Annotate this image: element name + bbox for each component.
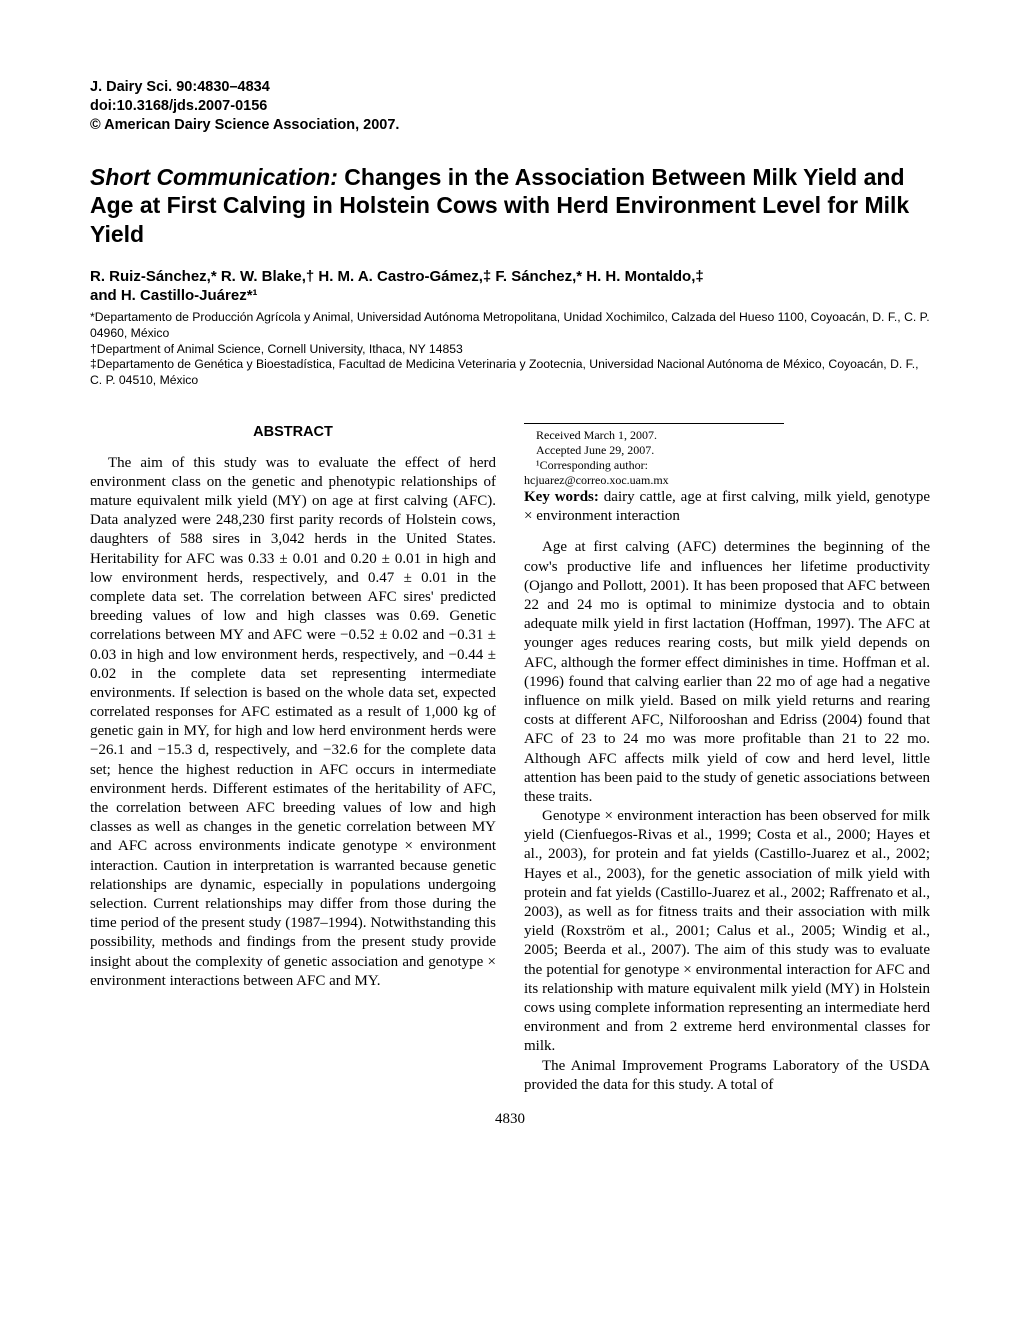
- body-paragraph-2: Genotype × environment interaction has b…: [524, 807, 930, 1056]
- page-number: 4830: [90, 1111, 930, 1128]
- article-title: Short Communication: Changes in the Asso…: [90, 163, 930, 249]
- abstract-paragraph: The aim of this study was to evaluate th…: [90, 454, 496, 991]
- body-columns: ABSTRACT The aim of this study was to ev…: [90, 423, 930, 1095]
- footnote-received: Received March 1, 2007.: [524, 428, 784, 443]
- body-paragraph-1: Age at first calving (AFC) determines th…: [524, 538, 930, 807]
- abstract-heading: ABSTRACT: [90, 423, 496, 442]
- affiliation-1: *Departamento de Producción Agrícola y A…: [90, 310, 930, 342]
- footnote-corresponding: ¹Corresponding author: hcjuarez@correo.x…: [524, 458, 784, 488]
- authors-line-2: and H. Castillo-Juárez*¹: [90, 286, 930, 306]
- keywords-label: Key words:: [524, 489, 599, 505]
- journal-doi: doi:10.3168/jds.2007-0156: [90, 97, 930, 116]
- affiliation-2: †Department of Animal Science, Cornell U…: [90, 342, 930, 358]
- keywords: Key words: dairy cattle, age at first ca…: [524, 488, 930, 526]
- affiliation-3: ‡Departamento de Genética y Bioestadísti…: [90, 357, 930, 389]
- journal-meta: J. Dairy Sci. 90:4830–4834 doi:10.3168/j…: [90, 78, 930, 135]
- authors-line-1: R. Ruiz-Sánchez,* R. W. Blake,† H. M. A.…: [90, 267, 930, 287]
- column-spacer: [90, 991, 496, 1043]
- footnotes: Received March 1, 2007. Accepted June 29…: [524, 423, 784, 488]
- journal-copyright: © American Dairy Science Association, 20…: [90, 116, 930, 135]
- footnote-accepted: Accepted June 29, 2007.: [524, 443, 784, 458]
- body-paragraph-3: The Animal Improvement Programs Laborato…: [524, 1057, 930, 1095]
- title-prefix: Short Communication:: [90, 164, 338, 190]
- author-list: R. Ruiz-Sánchez,* R. W. Blake,† H. M. A.…: [90, 267, 930, 306]
- journal-citation: J. Dairy Sci. 90:4830–4834: [90, 78, 930, 97]
- affiliations: *Departamento de Producción Agrícola y A…: [90, 310, 930, 389]
